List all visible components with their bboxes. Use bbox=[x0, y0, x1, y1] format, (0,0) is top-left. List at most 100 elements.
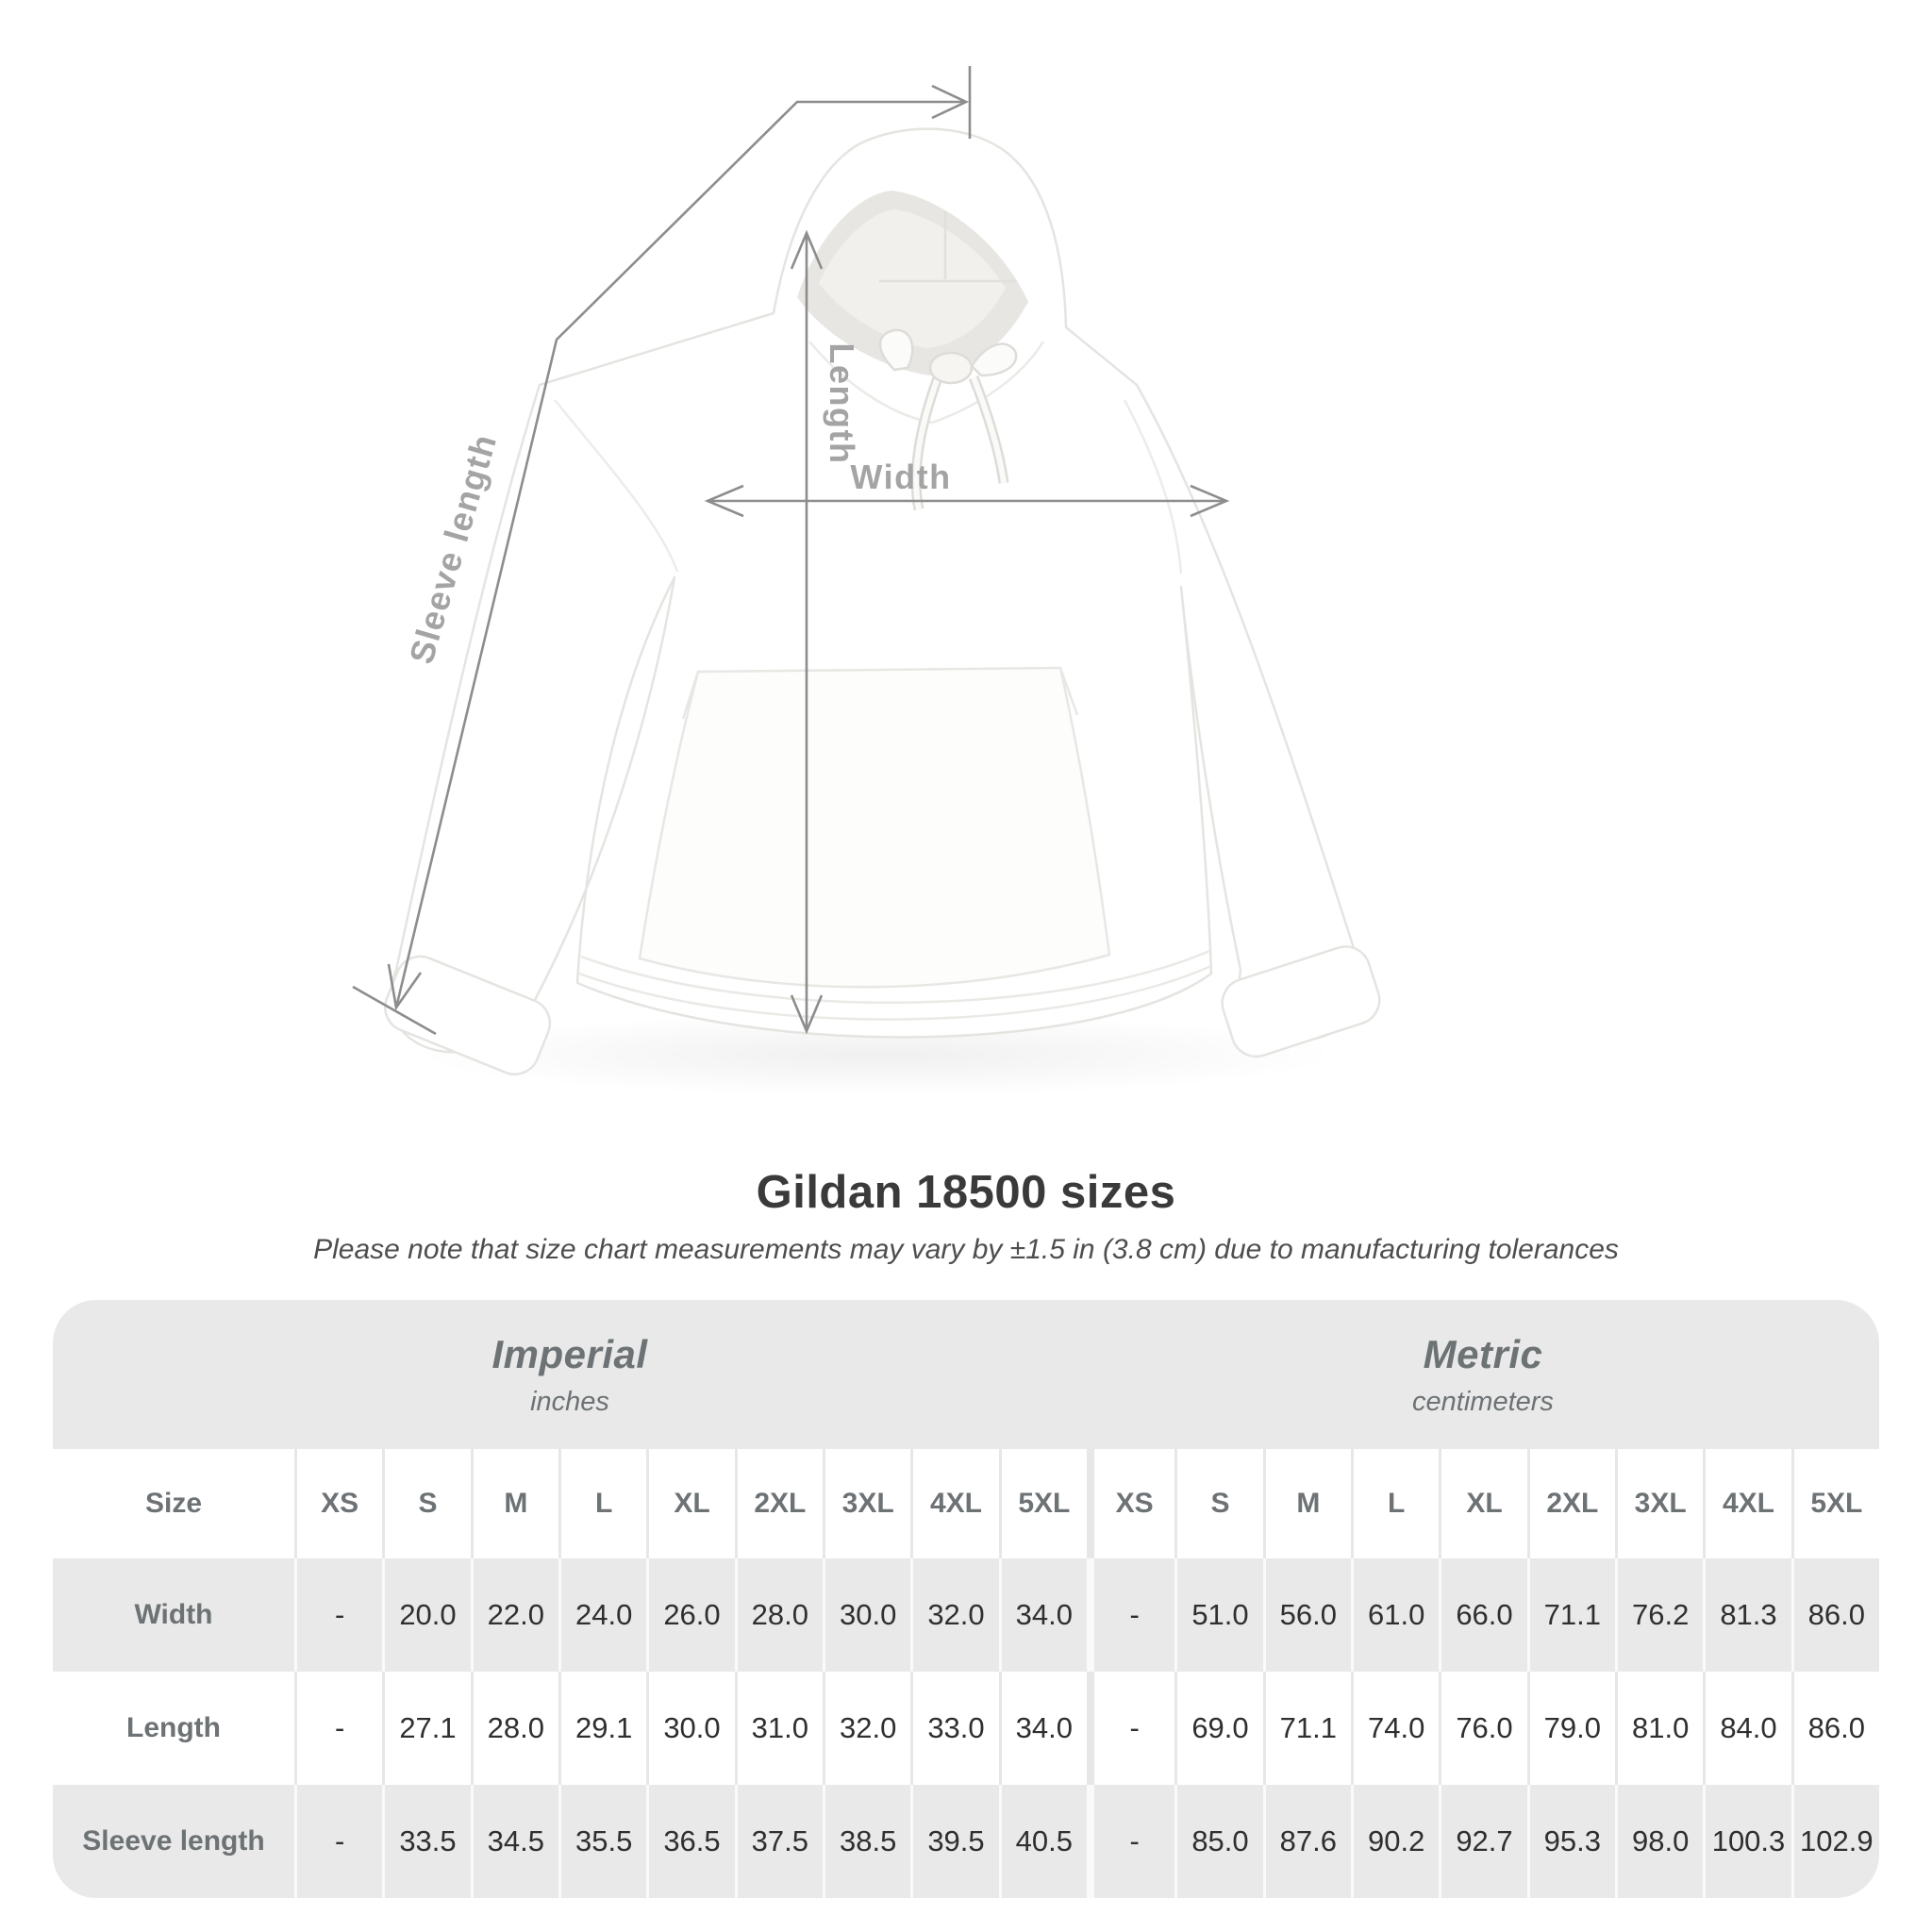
page-title: Gildan 18500 sizes bbox=[756, 1167, 1176, 1218]
table-cell: 76.0 bbox=[1439, 1672, 1526, 1785]
size-column-header: L bbox=[558, 1449, 646, 1558]
table-cell: 40.5 bbox=[998, 1785, 1087, 1898]
kangaroo-pocket bbox=[638, 666, 1111, 989]
table-cell: 38.5 bbox=[823, 1785, 910, 1898]
size-column-header: 3XL bbox=[1615, 1449, 1703, 1558]
size-column-header: XS bbox=[1087, 1449, 1174, 1558]
table-cell: 69.0 bbox=[1174, 1672, 1262, 1785]
size-header-row: Size XS S M L XL 2XL 3XL 4XL 5XL XS S M L XL 2XL 3XL 4XL… bbox=[53, 1449, 1879, 1558]
table-cell: 33.5 bbox=[382, 1785, 470, 1898]
table-cell: 79.0 bbox=[1526, 1672, 1615, 1785]
table-cell: 28.0 bbox=[470, 1672, 558, 1785]
imperial-title: Imperial bbox=[491, 1331, 648, 1376]
imperial-header: Imperial inches bbox=[53, 1300, 1087, 1449]
row-label-width: Width bbox=[134, 1599, 213, 1630]
table-cell: 35.5 bbox=[558, 1785, 646, 1898]
table-cell: 33.0 bbox=[910, 1672, 998, 1785]
size-column-header: XS bbox=[294, 1449, 382, 1558]
size-column-header: 2XL bbox=[734, 1449, 823, 1558]
right-cuff bbox=[1221, 945, 1381, 1058]
table-cell: 34.0 bbox=[998, 1672, 1087, 1785]
table-cell: 20.0 bbox=[382, 1558, 470, 1672]
metric-title: Metric bbox=[1423, 1331, 1543, 1376]
table-cell: - bbox=[294, 1672, 382, 1785]
table-cell: 22.0 bbox=[470, 1558, 558, 1672]
table-cell: 102.9 bbox=[1790, 1785, 1879, 1898]
table-cell: 66.0 bbox=[1439, 1558, 1526, 1672]
table-cell: 86.0 bbox=[1790, 1672, 1879, 1785]
table-cell: 34.0 bbox=[998, 1558, 1087, 1672]
table-cell: 32.0 bbox=[823, 1672, 910, 1785]
table-cell: 95.3 bbox=[1526, 1785, 1615, 1898]
table-cell: 31.0 bbox=[734, 1672, 823, 1785]
table-cell: 26.0 bbox=[646, 1558, 734, 1672]
size-column-header: XL bbox=[1439, 1449, 1526, 1558]
size-column-header: 4XL bbox=[910, 1449, 998, 1558]
table-cell: 32.0 bbox=[910, 1558, 998, 1672]
length-label: Length bbox=[823, 343, 861, 465]
width-arrow bbox=[704, 484, 1230, 518]
size-column-header: 5XL bbox=[998, 1449, 1087, 1558]
table-cell: 85.0 bbox=[1174, 1785, 1262, 1898]
table-cell: 92.7 bbox=[1439, 1785, 1526, 1898]
hoodie-shadow bbox=[415, 1013, 1340, 1096]
table-row-sleeve-length: Sleeve length -33.5 34.5 35.5 36.5 37.5 38.5 3… bbox=[53, 1785, 1879, 1898]
metric-unit: centimeters bbox=[1412, 1386, 1554, 1417]
table-cell: - bbox=[294, 1558, 382, 1672]
table-cell: 51.0 bbox=[1174, 1558, 1262, 1672]
table-cell: - bbox=[1087, 1672, 1174, 1785]
table-cell: 29.1 bbox=[558, 1672, 646, 1785]
row-label-sleeve-length: Sleeve length bbox=[82, 1825, 265, 1857]
table-cell: 61.0 bbox=[1351, 1558, 1439, 1672]
table-cell: 81.3 bbox=[1703, 1558, 1790, 1672]
unit-header-row: Imperial inches Metric centimeters bbox=[53, 1300, 1879, 1449]
size-chart-table: Imperial inches Metric centimeters Size … bbox=[53, 1300, 1879, 1898]
table-cell: 30.0 bbox=[823, 1558, 910, 1672]
table-cell: 30.0 bbox=[646, 1672, 734, 1785]
row-label-length: Length bbox=[126, 1712, 221, 1743]
table-row-length: Length -27.1 28.0 29.1 30.0 31.0 32.0 33.0 34.0… bbox=[53, 1672, 1879, 1785]
table-cell: 27.1 bbox=[382, 1672, 470, 1785]
table-cell: 36.5 bbox=[646, 1785, 734, 1898]
metric-header: Metric centimeters bbox=[1087, 1300, 1879, 1449]
table-cell: 37.5 bbox=[734, 1785, 823, 1898]
table-cell: 100.3 bbox=[1703, 1785, 1790, 1898]
table-cell: - bbox=[294, 1785, 382, 1898]
hood-drawstrings bbox=[878, 328, 1018, 511]
size-column-header: S bbox=[1174, 1449, 1262, 1558]
size-column-header: 3XL bbox=[823, 1449, 910, 1558]
size-corner-label: Size bbox=[144, 1488, 203, 1519]
table-cell: 87.6 bbox=[1262, 1785, 1351, 1898]
table-cell: 56.0 bbox=[1262, 1558, 1351, 1672]
table-cell: 28.0 bbox=[734, 1558, 823, 1672]
imperial-unit: inches bbox=[530, 1386, 609, 1417]
size-column-header: 4XL bbox=[1703, 1449, 1790, 1558]
hoodie-illustration bbox=[384, 127, 1381, 1075]
table-cell: - bbox=[1087, 1558, 1174, 1672]
table-cell: 71.1 bbox=[1526, 1558, 1615, 1672]
table-cell: 34.5 bbox=[470, 1785, 558, 1898]
tolerance-note: Please note that size chart measurements… bbox=[313, 1234, 1619, 1265]
table-cell: 39.5 bbox=[910, 1785, 998, 1898]
table-cell: - bbox=[1087, 1785, 1174, 1898]
size-column-header: 2XL bbox=[1526, 1449, 1615, 1558]
length-arrow bbox=[790, 229, 824, 1035]
hoodie-measurement-diagram: Sleeve length Length Width bbox=[352, 66, 1381, 1096]
table-cell: 24.0 bbox=[558, 1558, 646, 1672]
table-row-width: Width -20.0 22.0 24.0 26.0 28.0 30.0 32.0 34.0-… bbox=[53, 1558, 1879, 1672]
hoodie-diagram-svg: Sleeve length Length Width bbox=[352, 66, 1381, 1096]
table-cell: 86.0 bbox=[1790, 1558, 1879, 1672]
sleeve-length-arrow bbox=[352, 66, 972, 1036]
table-cell: 81.0 bbox=[1615, 1672, 1703, 1785]
size-column-header: M bbox=[470, 1449, 558, 1558]
table-cell: 76.2 bbox=[1615, 1558, 1703, 1672]
width-label: Width bbox=[850, 458, 951, 496]
size-column-header: 5XL bbox=[1790, 1449, 1879, 1558]
size-column-header: M bbox=[1262, 1449, 1351, 1558]
table-cell: 71.1 bbox=[1262, 1672, 1351, 1785]
size-column-header: L bbox=[1351, 1449, 1439, 1558]
size-column-header: S bbox=[382, 1449, 470, 1558]
table-cell: 98.0 bbox=[1615, 1785, 1703, 1898]
table-cell: 84.0 bbox=[1703, 1672, 1790, 1785]
